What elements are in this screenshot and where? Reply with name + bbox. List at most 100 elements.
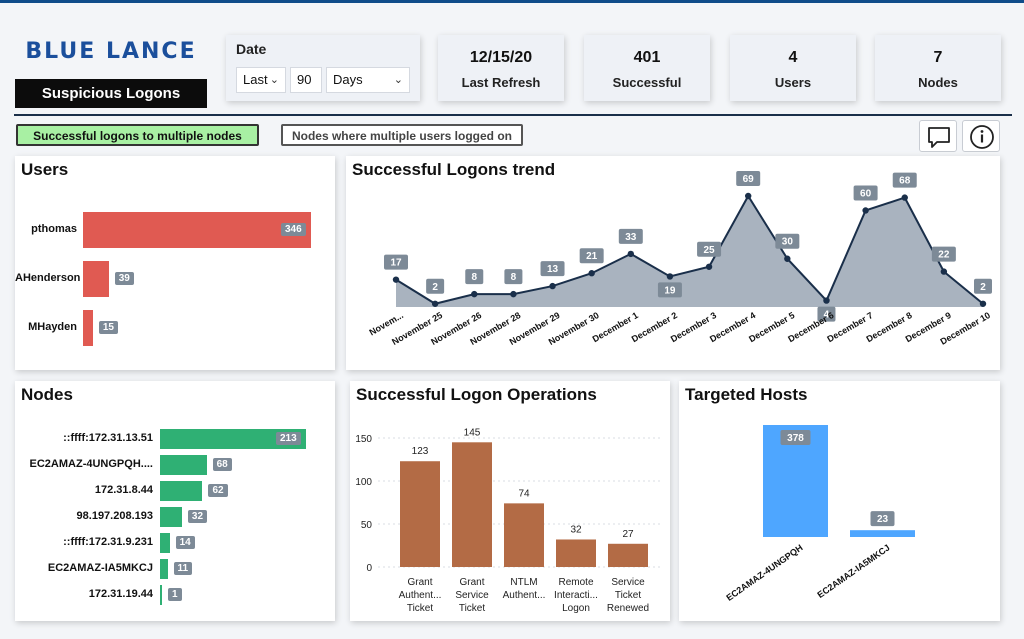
date-unit-dropdown[interactable]: Days ⌄ [326, 67, 410, 93]
trend-data-label-bg [817, 306, 836, 322]
trend-point [392, 276, 400, 283]
ops-x-tick: Interacti... [554, 590, 598, 601]
ops-x-tick: Ticket [407, 603, 434, 614]
data-label: 62 [208, 484, 228, 497]
ops-x-tick: Authent... [503, 590, 546, 601]
kpi-value: 12/15/20 [469, 49, 533, 66]
trend-area [396, 196, 983, 307]
trend-data-label-bg [384, 254, 408, 270]
kpi-label: Users [774, 75, 812, 90]
ops-x-tick: Authent... [399, 590, 442, 601]
hosts-data-label: 23 [877, 514, 889, 525]
trend-data-label: 8 [511, 272, 517, 283]
date-amount-input[interactable]: 90 [290, 67, 322, 93]
filter-multiple-users-button[interactable]: Nodes where multiple users logged on [281, 124, 523, 146]
ops-data-label: 27 [622, 529, 634, 540]
trend-data-label-bg [579, 248, 604, 264]
trend-point [666, 273, 674, 280]
date-mode-dropdown[interactable]: Last ⌄ [236, 67, 286, 93]
filter-multiple-nodes-button[interactable]: Successful logons to multiple nodes [16, 124, 259, 146]
hosts-data-label-bg [780, 430, 811, 445]
data-label: 68 [212, 458, 232, 471]
ops-data-label: 123 [412, 446, 429, 457]
trend-data-label-bg [540, 261, 565, 277]
trend-data-label: 60 [860, 188, 872, 199]
bar [160, 559, 168, 579]
comment-icon [928, 127, 950, 148]
kpi-nodes: 7 Nodes [875, 35, 1001, 101]
trend-data-label-bg [931, 246, 956, 262]
trend-point [510, 290, 517, 298]
kpi-value: 4 [788, 49, 798, 66]
trend-point [823, 297, 830, 304]
hosts-bar [850, 530, 915, 537]
trend-point [431, 300, 439, 307]
date-filter-card: Date Last ⌄ 90 Days ⌄ [226, 35, 420, 101]
trend-line [395, 194, 984, 305]
ops-x-tick: Service [611, 577, 645, 588]
chevron-down-icon: ⌄ [269, 74, 279, 86]
trend-data-label: 2 [980, 282, 986, 293]
ops-x-tick: NTLM [510, 577, 537, 588]
trend-data-label: 4 [824, 310, 830, 321]
trend-data-label-bg [736, 171, 761, 186]
header-divider [14, 114, 1012, 116]
info-button[interactable] [962, 120, 1000, 152]
targeted-hosts-title: Targeted Hosts [685, 385, 808, 404]
kpi-successful: 401 Successful [584, 35, 710, 101]
ops-bar [452, 442, 492, 567]
trend-data-label-bg [657, 282, 682, 298]
trend-point [901, 194, 908, 201]
data-label: 15 [98, 321, 118, 334]
comment-button[interactable] [919, 120, 957, 152]
trend-data-label-bg [697, 241, 722, 257]
data-label: 14 [175, 536, 195, 549]
users-card: Users pthomas 346 AHenderson 39 MHayden 15 [15, 156, 335, 370]
ops-x-tick: Ticket [459, 603, 486, 614]
bar [83, 310, 93, 346]
ops-x-tick: Service [455, 590, 489, 601]
ops-x-tick: Grant [459, 577, 484, 588]
kpi-users: 4 Users [730, 35, 856, 101]
trend-data-label: 17 [390, 258, 402, 269]
bar-label: EC2AMAZ-4UNGPQH.... [29, 458, 153, 470]
trend-data-label: 22 [938, 250, 950, 261]
trend-data-label-bg [465, 269, 484, 285]
kpi-label: Nodes [918, 75, 958, 90]
blue-lance-logo: BLUE LANCE [25, 39, 197, 64]
ops-y-tick: 0 [366, 563, 372, 574]
kpi-value: 7 [933, 49, 943, 66]
ops-bar [556, 539, 596, 567]
ops-data-label: 74 [518, 488, 530, 499]
ops-bar [400, 461, 440, 567]
bar-label: pthomas [31, 223, 77, 235]
hosts-x-tick: EC2AMAZ-IA5MKCJ [815, 542, 891, 600]
ops-x-tick: Logon [562, 603, 590, 614]
ops-data-label: 32 [570, 524, 582, 535]
trend-data-label-bg [504, 269, 523, 285]
hosts-data-label-bg [870, 511, 895, 527]
data-label: 32 [187, 510, 208, 523]
trend-point [705, 263, 713, 270]
kpi-label: Successful [612, 75, 682, 90]
trend-point [588, 270, 595, 277]
bar-label: 172.31.19.44 [88, 588, 153, 600]
nodes-title: Nodes [21, 385, 73, 404]
kpi-value: 401 [633, 49, 661, 66]
ops-x-tick: Ticket [615, 590, 642, 601]
nodes-card: Nodes ::ffff:172.31.13.51 213 EC2AMAZ-4UNG… [15, 381, 335, 621]
bar-label: EC2AMAZ-IA5MKCJ [47, 562, 153, 574]
date-unit-value: Days [333, 72, 363, 87]
data-label: 346 [281, 223, 306, 236]
trend-data-label: 69 [743, 174, 755, 185]
bar [160, 533, 170, 553]
trend-point [471, 290, 478, 298]
date-amount-value: 90 [297, 72, 312, 87]
trend-data-label: 68 [899, 176, 911, 187]
page-title: Suspicious Logons [15, 79, 207, 108]
bar [160, 585, 162, 605]
kpi-label: Last Refresh [461, 75, 541, 90]
operations-chart: 0 50 100 150 123 Grant Authent... Ticket 145 Gran… [355, 427, 662, 614]
operations-card: Successful Logon Operations 0 50 100 150 123… [350, 381, 670, 621]
